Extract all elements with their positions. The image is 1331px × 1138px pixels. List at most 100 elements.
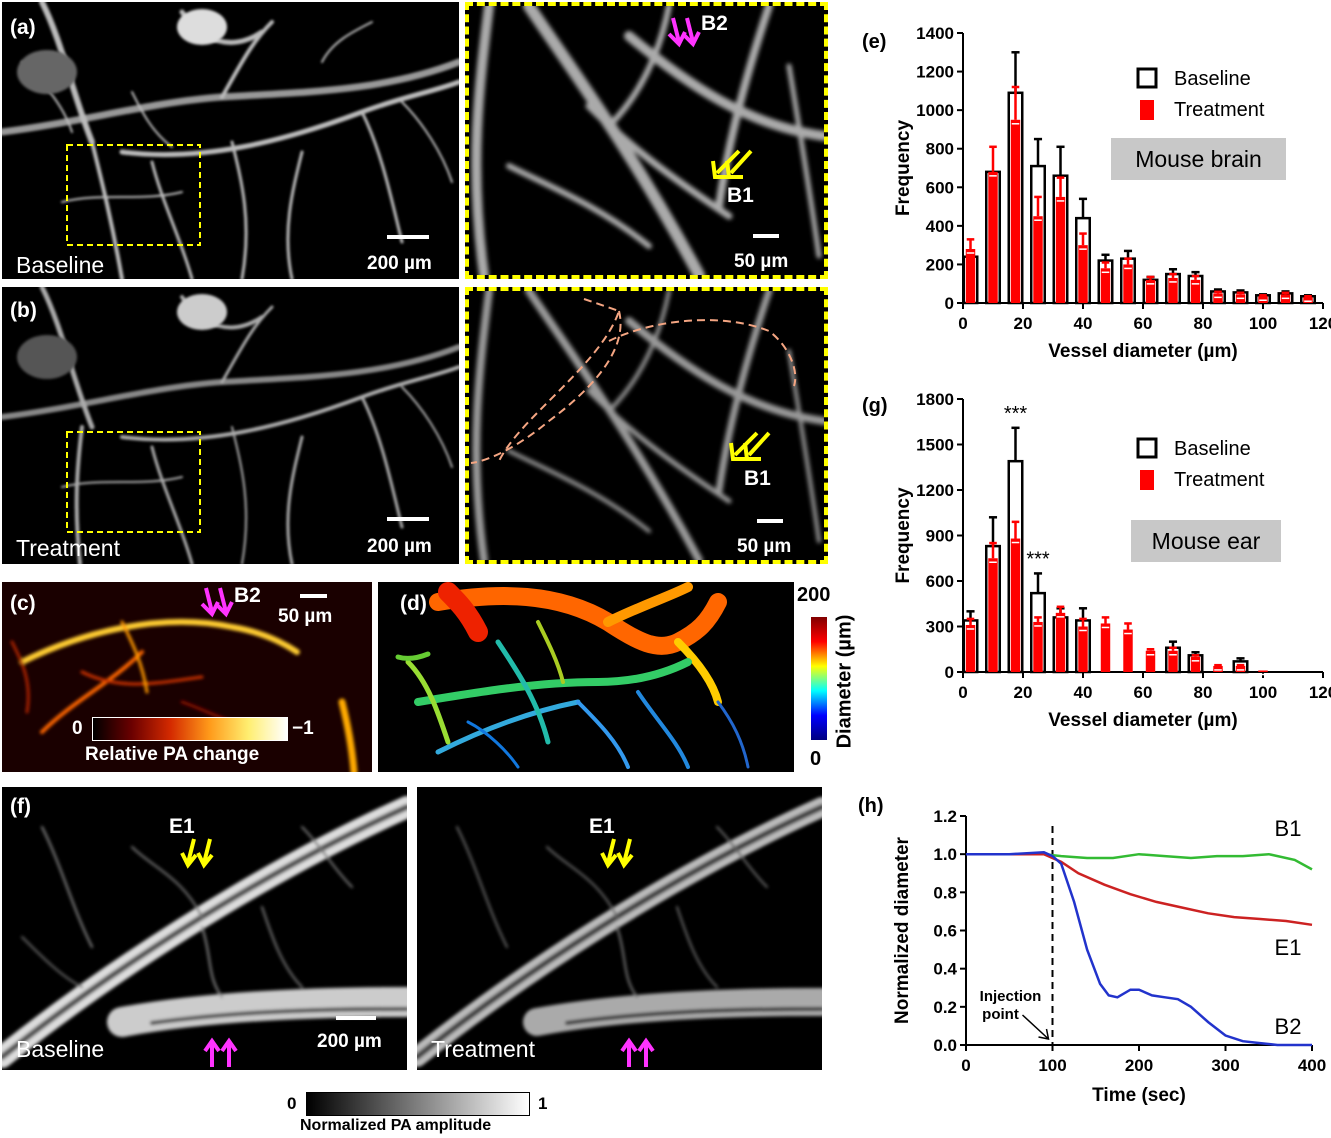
x-tick-label: 60 (1134, 314, 1153, 333)
series-label-b1: B1 (1275, 816, 1302, 841)
legend-label-baseline: Baseline (1174, 68, 1251, 90)
yellow-arrow-icon (711, 149, 753, 179)
panel-label-f: (f) (10, 795, 31, 818)
ear-vessels-treatment (417, 797, 822, 1067)
series-label-b2: B2 (1275, 1014, 1302, 1039)
scalebar-b-zoom (757, 519, 783, 523)
cbar-d-max: 200 (797, 584, 831, 606)
series-line-b1 (966, 852, 1313, 871)
bar-treatment (988, 558, 998, 672)
bar-treatment (1033, 216, 1043, 303)
arrow-label-e1-left: E1 (169, 815, 195, 838)
arrow-label-b2-c: B2 (234, 584, 261, 607)
chart-h-diameter-timecourse: (h) 0.0 0.2 0.4 0.6 0.8 1.0 1.2 0 100 200 300 400 Tim… (858, 795, 1326, 1106)
x-axis-label: Vessel diameter (µm) (1048, 341, 1237, 362)
bar-treatment (1078, 626, 1088, 672)
y-tick-label: 0 (945, 663, 954, 682)
x-tick-label: 100 (1249, 314, 1277, 333)
arrow-label-b2-a: B2 (701, 12, 728, 35)
bar-treatment (1145, 279, 1156, 303)
injection-label-line2: point (982, 1006, 1019, 1023)
yellow-arrow-icon (180, 838, 214, 869)
x-tick-label: 100 (1038, 1056, 1066, 1075)
cbar-c-max: −1 (292, 718, 314, 739)
bar-treatment (1213, 665, 1223, 672)
bar-treatment (1033, 621, 1043, 672)
bar-treatment (988, 171, 998, 303)
y-tick-label: 0.2 (933, 998, 957, 1017)
series-line-b2 (966, 851, 1312, 1047)
y-tick-label: 0.6 (933, 922, 957, 941)
y-tick-label: 0 (945, 294, 954, 313)
panel-c-image: (c) B2 50 µm 0 −1 Relative PA change (2, 582, 372, 772)
amp-cbar-title: Normalized PA amplitude (300, 1117, 492, 1134)
y-tick-label: 0.8 (933, 883, 957, 902)
cbar-c-gradient (92, 717, 288, 741)
annotation-box-text: Mouse brain (1135, 146, 1262, 172)
x-tick-label: 120 (1309, 314, 1331, 333)
panel-label-h: (h) (858, 795, 884, 817)
scalebar-label-b: 200 µm (367, 536, 432, 557)
amp-cbar-min: 0 (287, 1094, 297, 1113)
cbar-c-min: 0 (72, 718, 83, 739)
bar-treatment (1100, 623, 1111, 672)
ear-vessels-baseline (2, 796, 407, 1068)
arrow-label-b1-b: B1 (744, 467, 771, 490)
injection-label-line1: Injection (980, 988, 1042, 1005)
panel-label-a: (a) (10, 16, 36, 39)
y-tick-label: 0.4 (933, 960, 957, 979)
x-tick-label: 40 (1074, 683, 1093, 702)
magenta-arrow-icon (203, 1037, 238, 1067)
x-tick-label: 200 (1125, 1056, 1153, 1075)
y-tick-label: 1000 (916, 101, 954, 120)
series-label-e1: E1 (1275, 935, 1302, 960)
bar-treatment (1100, 268, 1111, 303)
scalebar-label-a-zoom: 50 µm (734, 251, 789, 272)
cbar-d-min: 0 (810, 748, 822, 770)
bar-treatment (1010, 119, 1021, 304)
y-tick-label: 1400 (916, 24, 954, 43)
vessel-network-treatment (2, 287, 459, 564)
bar-treatment (1123, 629, 1133, 672)
x-tick-label: 0 (958, 683, 967, 702)
y-tick-label: 0.0 (933, 1036, 957, 1055)
y-axis-label: Normalized diameter (892, 836, 913, 1023)
bar-treatment (1145, 650, 1156, 672)
x-tick-label: 80 (1194, 314, 1213, 333)
legend-label-treatment: Treatment (1174, 99, 1265, 121)
y-axis-label: Frequency (893, 120, 914, 217)
panel-f-left-image: (f) E1 Baseline 200 µm (2, 787, 407, 1070)
y-tick-label: 1200 (916, 63, 954, 82)
x-axis-label: Time (sec) (1092, 1085, 1186, 1106)
arrow-label-e1-right: E1 (589, 815, 615, 838)
bar-treatment (965, 249, 976, 303)
legend-swatch-baseline (1136, 67, 1158, 89)
scalebar-label-f: 200 µm (317, 1031, 382, 1052)
y-tick-label: 1800 (916, 390, 954, 409)
y-tick-label: 900 (926, 527, 954, 546)
panel-label-e: (e) (862, 31, 886, 53)
x-tick-label: 100 (1249, 683, 1277, 702)
bar-treatment (1123, 264, 1133, 303)
x-tick-label: 80 (1194, 683, 1213, 702)
amp-cbar-max: 1 (538, 1094, 548, 1113)
y-tick-label: 1500 (916, 436, 954, 455)
yellow-arrow-icon (600, 838, 634, 869)
x-tick-label: 0 (961, 1056, 970, 1075)
panel-label-d: (d) (400, 592, 427, 615)
annotation-box-bg (1131, 520, 1281, 562)
panel-label-g: (g) (862, 395, 888, 417)
magenta-arrow-icon (620, 1037, 655, 1067)
scalebar-c (300, 594, 327, 598)
yellow-arrow-icon (729, 431, 771, 461)
legend-swatch-baseline (1136, 437, 1158, 459)
y-tick-label: 400 (926, 217, 954, 236)
vessel-zoom-baseline (471, 6, 824, 275)
series-line-e1 (966, 852, 1313, 927)
injection-arrow-icon (1021, 1014, 1050, 1040)
x-tick-label: 20 (1014, 314, 1033, 333)
vessel-diameter-map (395, 582, 750, 769)
amp-cbar-gradient (306, 1092, 530, 1116)
chart-g-ear-histogram: (g) 0 300 600 900 1200 1500 1800 0 20 40 60 80 100 120… (862, 390, 1331, 731)
panel-d-image: (d) (378, 582, 794, 772)
